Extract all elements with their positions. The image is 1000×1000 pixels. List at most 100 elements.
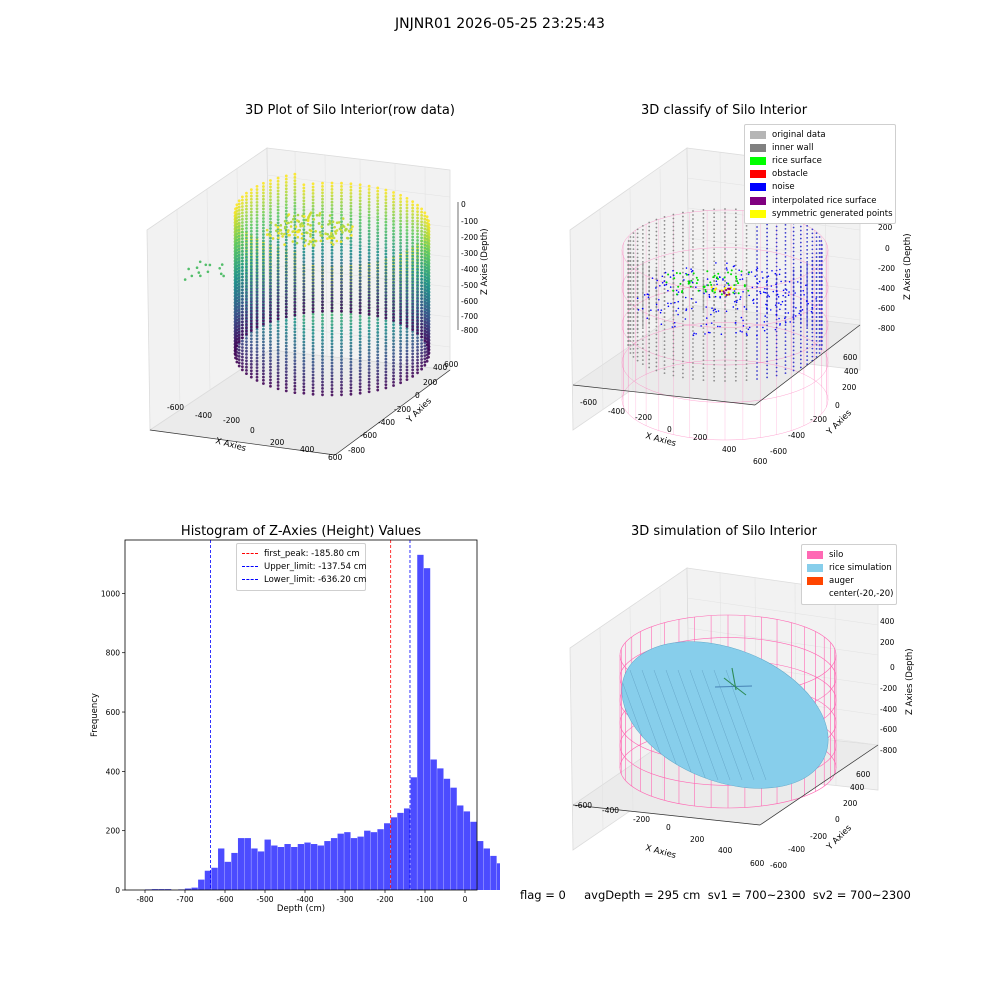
data-point: [399, 330, 402, 333]
noise-point: [692, 334, 695, 337]
wall-point: [766, 259, 768, 262]
data-point: [284, 308, 288, 312]
data-point: [296, 235, 300, 239]
data-point: [367, 390, 371, 394]
wall-point: [799, 273, 802, 276]
data-point: [330, 355, 334, 358]
data-point: [392, 374, 395, 378]
wall-point: [806, 276, 809, 279]
wall-point: [636, 355, 639, 358]
x-tick: 0: [250, 426, 255, 435]
data-point: [349, 291, 353, 295]
data-point: [255, 236, 259, 239]
data-point: [309, 232, 312, 236]
data-point: [340, 204, 343, 208]
data-point: [240, 265, 244, 269]
data-point: [276, 272, 280, 276]
data-point: [240, 233, 244, 237]
data-point: [376, 221, 380, 225]
wall-point: [775, 322, 778, 325]
data-point: [297, 230, 300, 234]
noise-point: [673, 321, 676, 324]
data-point: [420, 325, 424, 329]
data-point: [284, 228, 288, 232]
wall-point: [784, 283, 787, 286]
wall-point: [792, 302, 795, 305]
wall-point: [636, 292, 639, 295]
data-point: [349, 208, 353, 211]
data-point: [284, 299, 288, 303]
data-point: [284, 331, 288, 335]
data-point: [302, 343, 306, 347]
data-point: [321, 281, 324, 284]
wall-point: [820, 308, 823, 310]
noise-point: [715, 280, 718, 283]
data-point: [420, 361, 424, 365]
data-point: [276, 320, 280, 323]
wall-point: [818, 244, 821, 246]
wall-point: [724, 360, 726, 362]
data-point: [405, 352, 409, 356]
data-point: [321, 245, 324, 249]
wall-point: [713, 272, 716, 275]
data-point: [237, 257, 241, 260]
data-point: [384, 195, 388, 198]
data-point: [425, 356, 429, 360]
data-point: [269, 223, 272, 227]
data-point: [262, 353, 265, 357]
data-point: [384, 259, 388, 262]
wall-point: [692, 210, 694, 212]
data-point: [367, 277, 371, 281]
wall-point: [811, 312, 814, 315]
rice-surface-point: [677, 285, 680, 288]
wall-point: [766, 352, 768, 355]
data-point: [340, 290, 343, 294]
wall-point: [641, 267, 644, 270]
rice-surface-point: [672, 289, 675, 292]
noise-point: [792, 316, 794, 318]
wall-point: [756, 362, 758, 364]
data-point: [384, 287, 388, 291]
wall-point: [682, 368, 684, 371]
data-point: [293, 262, 297, 266]
wall-point: [713, 304, 716, 307]
wall-point: [692, 218, 694, 220]
wall-point: [818, 300, 821, 302]
data-point: [262, 239, 265, 243]
data-point: [384, 191, 388, 195]
wall-point: [734, 288, 737, 291]
data-point: [311, 294, 315, 298]
wall-point: [745, 297, 748, 299]
wall-point: [811, 256, 814, 259]
data-point: [269, 372, 272, 375]
wall-point: [766, 368, 768, 371]
wall-point: [806, 244, 809, 247]
data-point: [286, 230, 290, 234]
data-point: [276, 317, 280, 321]
data-point: [376, 202, 380, 206]
data-point: [411, 241, 415, 245]
rice-surface-point: [706, 270, 709, 273]
data-point: [284, 251, 288, 255]
wall-point: [766, 251, 768, 254]
rice-surface-point: [737, 292, 740, 295]
data-point: [269, 319, 272, 323]
mesh-line: [677, 669, 719, 781]
data-point: [240, 211, 244, 215]
data-point: [255, 353, 259, 357]
data-point: [358, 353, 362, 357]
wall-point: [799, 326, 802, 329]
rice-surface-point: [685, 273, 688, 276]
data-point: [249, 325, 253, 329]
data-point: [358, 340, 362, 344]
wall-point: [692, 246, 694, 248]
wall-point: [766, 320, 768, 323]
data-point: [349, 256, 353, 259]
data-point: [237, 209, 241, 212]
mesh-line: [665, 669, 707, 781]
data-point: [262, 378, 265, 382]
data-point: [384, 243, 388, 246]
data-point: [427, 315, 430, 319]
interpolated-point: [725, 293, 728, 297]
wall-point: [799, 321, 802, 324]
